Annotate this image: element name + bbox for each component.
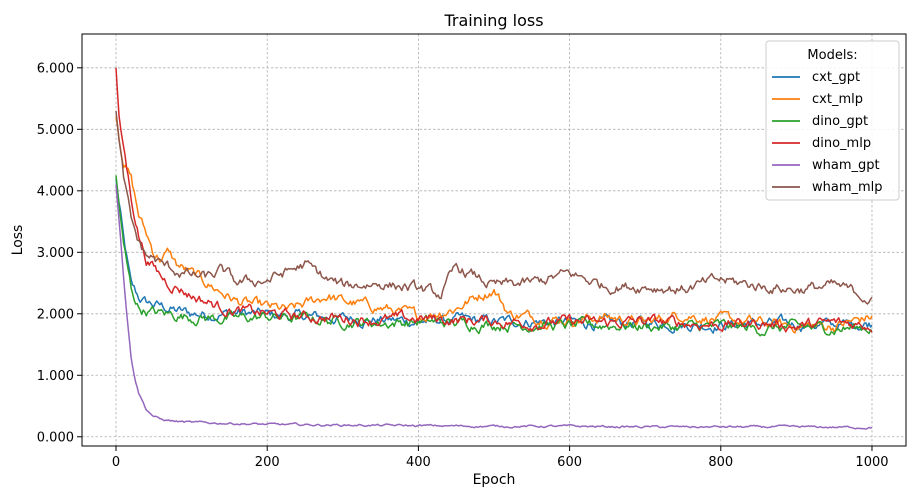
grid-lines [82, 34, 906, 446]
y-tick-label: 3.000 [37, 246, 74, 261]
x-tick-label: 1000 [855, 455, 888, 470]
x-axis-label: Epoch [473, 472, 516, 488]
chart-title: Training loss [443, 11, 543, 30]
series-line-wham-mlp [115, 110, 873, 305]
y-axis-ticks: 0.000 1.000 2.000 3.000 4.000 5.000 6.000 [37, 61, 82, 445]
plot-frame [81, 33, 907, 447]
series-line-wham-gpt [115, 184, 873, 430]
legend-label-cxt-mlp: cxt_mlp [812, 92, 863, 107]
series-lines [115, 67, 873, 430]
y-tick-label: 5.000 [37, 123, 74, 138]
x-tick-label: 600 [557, 455, 582, 470]
x-tick-label: 0 [112, 455, 120, 470]
x-tick-label: 200 [255, 455, 280, 470]
legend-box [765, 40, 900, 201]
legend-items: cxt_gpt cxt_mlp dino_gpt dino_mlp wham_gptwh… [772, 70, 883, 195]
x-axis-ticks: 0 200 400 600 800 1000 [112, 446, 889, 470]
series-line-dino-mlp [115, 67, 873, 333]
legend-label-dino-mlp: dino_mlp [812, 136, 871, 151]
legend-label-wham-mlp: wham_mlp [812, 180, 883, 195]
legend-title: Models: [807, 48, 857, 63]
series-line-dino-gpt [115, 175, 873, 337]
y-tick-label: 0.000 [37, 430, 74, 445]
x-tick-label: 800 [708, 455, 733, 470]
y-tick-label: 2.000 [37, 307, 74, 322]
series-line-cxt-mlp [115, 116, 873, 334]
legend-label-cxt-gpt: cxt_gpt [812, 70, 860, 85]
y-tick-label: 1.000 [37, 369, 74, 384]
y-axis-label: Loss [10, 225, 26, 256]
legend-label-wham-gpt: wham_gpt [812, 158, 880, 173]
y-tick-label: 6.000 [37, 61, 74, 76]
y-tick-label: 4.000 [37, 184, 74, 199]
x-tick-label: 400 [406, 455, 431, 470]
legend-label-dino-gpt: dino_gpt [812, 114, 868, 129]
legend: Models: cxt_gpt cxt_mlp dino_gpt dino_mlpwh… [765, 40, 900, 201]
